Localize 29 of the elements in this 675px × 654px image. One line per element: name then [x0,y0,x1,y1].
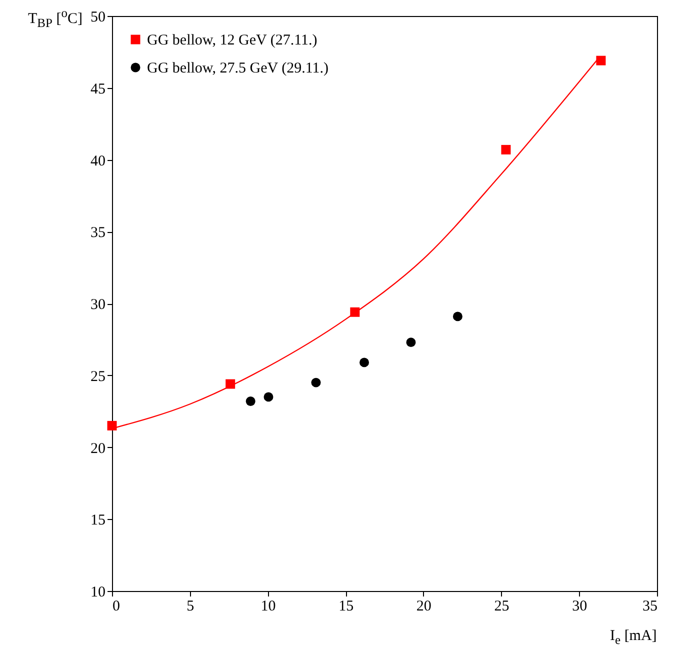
y-tick-label: 50 [90,10,106,26]
y-tick-label: 25 [90,368,106,385]
point [311,378,321,388]
x-tick-label: 5 [186,598,194,614]
point [452,312,462,322]
x-tick-label: 0 [112,598,120,614]
x-axis-title: I$_{e}$ [mA] [610,628,657,648]
x-tick-label: 20 [416,598,432,614]
y-tick-label: 15 [90,512,106,529]
y-tick-label: 45 [90,81,106,98]
y-tick-label: 10 [90,584,106,600]
y-tick-label: 35 [90,225,106,242]
y-tick-label: 20 [90,440,106,457]
legend-label: GG bellow, 27.5 GeV (29.11.) [147,60,329,76]
x-tick-label: 30 [572,598,588,614]
y-tick-label: 40 [90,153,106,170]
x-tick-label: 15 [338,598,354,614]
point [264,392,274,402]
point [246,396,256,406]
y-tick-label: 30 [90,297,106,313]
x-tick-label: 35 [642,598,658,614]
y-axis-title: T$_{BP}$ [$^{o}$C] [28,6,82,31]
point [501,144,511,154]
x-tick-label: 10 [260,598,276,614]
point [360,358,369,368]
point [406,338,416,348]
point [596,56,606,66]
x-tick-label: 25 [494,598,510,614]
legend-label: GG bellow, 12 GeV (27.11.) [147,32,318,48]
